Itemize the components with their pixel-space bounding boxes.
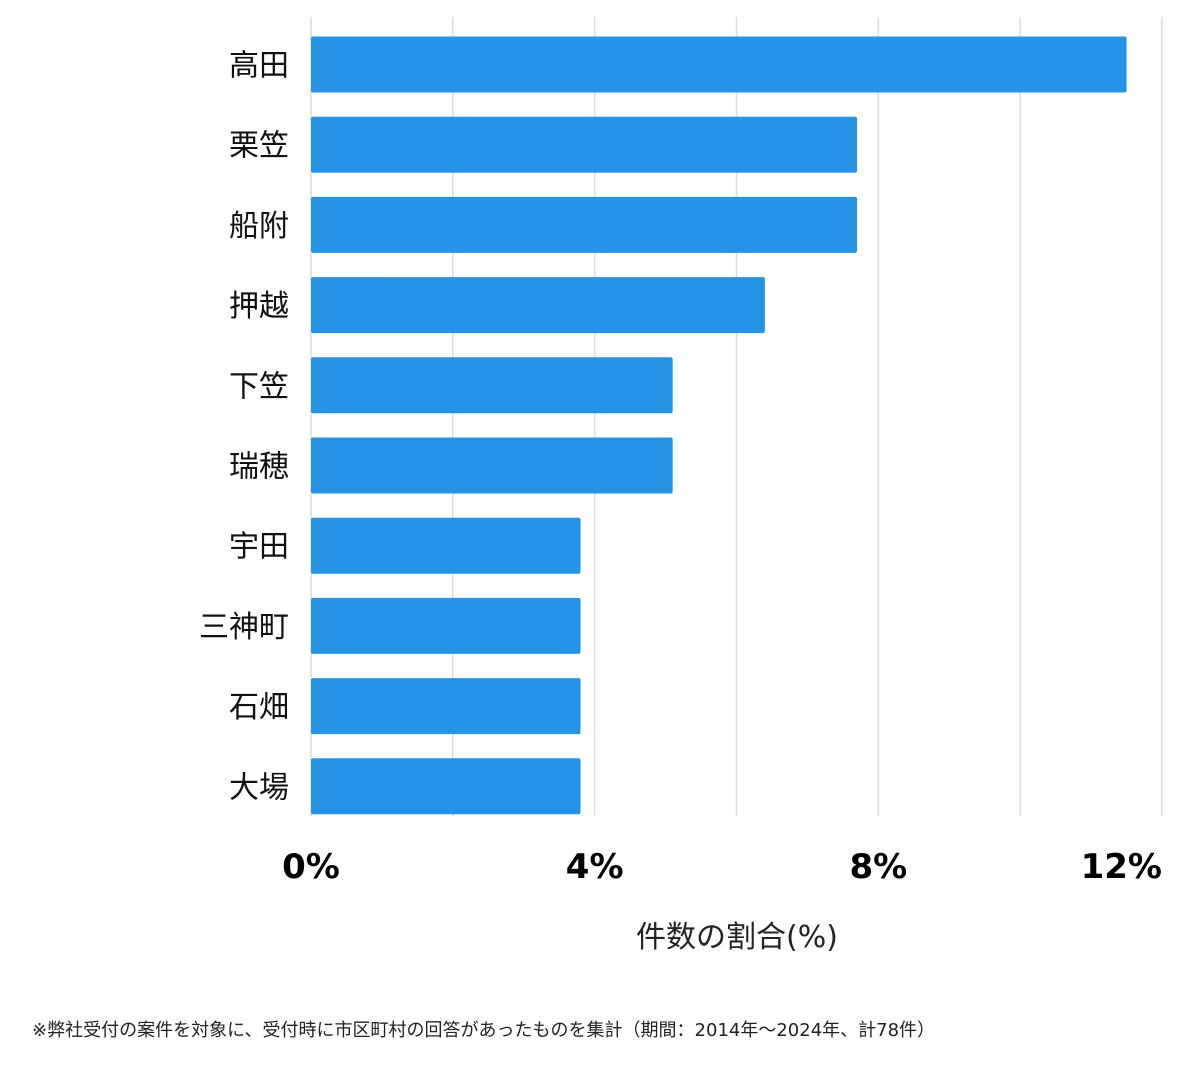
- bar: [311, 277, 765, 334]
- category-label: 大場: [229, 770, 289, 805]
- bar: [311, 36, 1127, 93]
- x-axis-title: 件数の割合(%): [636, 920, 838, 955]
- category-label: 栗笠: [229, 129, 289, 164]
- x-tick-label: 0%: [282, 847, 340, 887]
- bar: [311, 357, 673, 414]
- bar: [311, 437, 673, 494]
- category-label: 石畑: [229, 690, 289, 725]
- bar: [311, 678, 581, 735]
- x-tick-label: 4%: [566, 847, 624, 887]
- tick-labels: 0% 4% 8% 12%: [282, 847, 1162, 887]
- bars: [311, 36, 1127, 815]
- x-tick-label: 8%: [849, 847, 907, 887]
- bar: [311, 196, 858, 253]
- category-label: 宇田: [229, 530, 289, 565]
- bar: [311, 116, 858, 173]
- category-label: 三神町: [199, 610, 289, 645]
- bar: [311, 758, 581, 815]
- category-label: 押越: [229, 289, 289, 324]
- x-tick-label: 12%: [1081, 847, 1162, 887]
- bar: [311, 517, 581, 574]
- category-label: 船附: [229, 209, 289, 244]
- category-label: 高田: [229, 49, 289, 84]
- bar: [311, 597, 581, 654]
- footnote: ※弊社受付の案件を対象に、受付時に市区町村の回答があったものを集計（期間：201…: [32, 1020, 936, 1041]
- category-label: 瑞穂: [229, 450, 289, 485]
- category-label: 下笠: [229, 369, 289, 404]
